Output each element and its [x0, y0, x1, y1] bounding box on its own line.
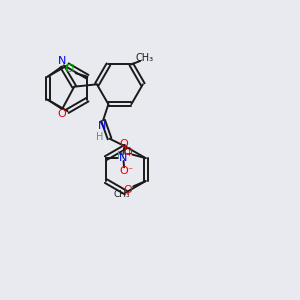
- Text: ⁻: ⁻: [127, 166, 132, 176]
- Text: Cl: Cl: [64, 64, 75, 74]
- Text: N: N: [98, 121, 107, 131]
- Text: +: +: [125, 149, 132, 158]
- Text: H: H: [96, 132, 104, 142]
- Text: H: H: [117, 151, 124, 161]
- Text: O: O: [124, 185, 132, 195]
- Text: N: N: [58, 56, 66, 66]
- Text: O: O: [58, 110, 67, 119]
- Text: N: N: [119, 152, 128, 163]
- Text: O: O: [120, 139, 128, 149]
- Text: CH₃: CH₃: [113, 190, 130, 199]
- Text: O: O: [120, 166, 128, 176]
- Text: O: O: [124, 147, 132, 157]
- Text: CH₃: CH₃: [136, 53, 154, 63]
